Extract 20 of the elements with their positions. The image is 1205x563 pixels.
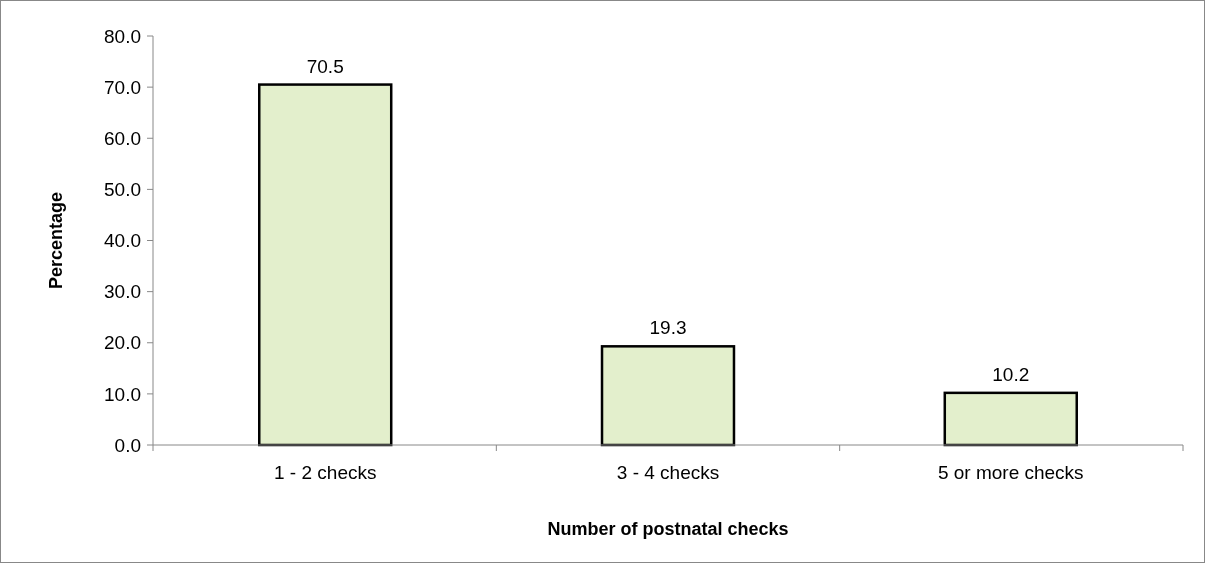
y-tick-label: 10.0 bbox=[104, 383, 141, 405]
y-tick-label: 0.0 bbox=[114, 434, 141, 456]
y-tick-label: 60.0 bbox=[104, 127, 141, 149]
data-label: 10.2 bbox=[992, 363, 1030, 385]
y-tick-label: 80.0 bbox=[104, 25, 141, 47]
y-axis-title: Percentage bbox=[46, 191, 66, 290]
y-tick-label: 30.0 bbox=[104, 281, 141, 303]
x-axis-title: Number of postnatal checks bbox=[547, 519, 789, 539]
y-tick-label: 20.0 bbox=[104, 332, 141, 354]
bar bbox=[258, 83, 393, 447]
x-tick-label: 1 - 2 checks bbox=[274, 462, 377, 483]
data-label: 70.5 bbox=[306, 55, 344, 77]
data-label: 19.3 bbox=[649, 317, 687, 339]
y-tick-label: 50.0 bbox=[104, 179, 141, 201]
x-tick-label: 5 or more checks bbox=[937, 462, 1084, 483]
bar bbox=[600, 345, 736, 447]
y-tick-label: 70.0 bbox=[104, 76, 141, 98]
bar bbox=[943, 391, 1078, 447]
y-tick-label: 40.0 bbox=[104, 230, 141, 252]
x-tick-label: 3 - 4 checks bbox=[616, 462, 720, 483]
